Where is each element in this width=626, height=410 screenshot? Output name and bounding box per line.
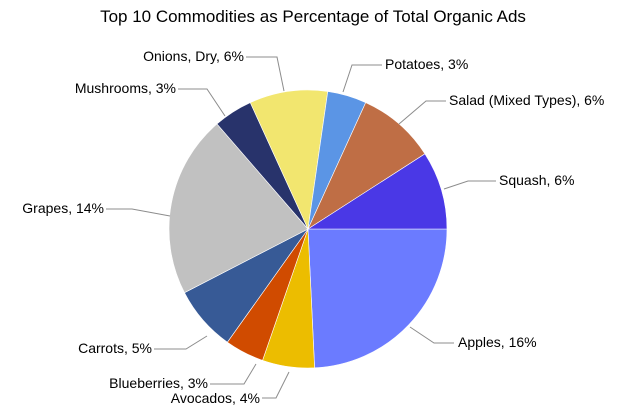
slice-label-mushrooms: Mushrooms, 3% xyxy=(75,80,176,96)
leader-line-squash xyxy=(443,180,496,190)
leader-line-onions-dry xyxy=(246,56,285,92)
leader-line-blueberries xyxy=(210,363,257,385)
pie-slice-grapes xyxy=(168,123,309,294)
leader-lines xyxy=(106,56,496,399)
leader-line-apples xyxy=(409,326,454,344)
leader-line-avocados xyxy=(262,371,290,399)
slice-label-grapes: Grapes, 14% xyxy=(22,200,104,216)
leader-line-carrots xyxy=(154,335,208,350)
leader-line-salad-mixed-types xyxy=(398,100,446,125)
leader-line-mushrooms xyxy=(178,88,226,117)
slice-label-apples: Apples, 16% xyxy=(458,334,537,350)
leader-line-grapes xyxy=(106,208,171,217)
pie-slice-squash xyxy=(306,153,448,230)
slice-label-carrots: Carrots, 5% xyxy=(78,340,152,356)
slice-label-blueberries: Blueberries, 3% xyxy=(109,375,208,391)
slice-label-salad-mixed-types: Salad (Mixed Types), 6% xyxy=(449,92,604,108)
leader-line-potatoes xyxy=(342,64,382,93)
slice-label-squash: Squash, 6% xyxy=(499,172,575,188)
slice-label-onions-dry: Onions, Dry, 6% xyxy=(143,48,244,64)
slice-label-potatoes: Potatoes, 3% xyxy=(385,56,468,72)
pie-slice-onions-dry xyxy=(249,89,329,231)
chart-title: Top 10 Commodities as Percentage of Tota… xyxy=(100,7,526,26)
slice-label-avocados: Avocados, 4% xyxy=(171,390,260,406)
slice-labels: Apples, 16% Avocados, 4%Blueberries, 3% Ca… xyxy=(22,48,604,406)
pie-slices xyxy=(168,89,448,369)
pie-slice-salad-mixed-types xyxy=(307,102,426,230)
pie-slice-apples xyxy=(307,228,448,369)
